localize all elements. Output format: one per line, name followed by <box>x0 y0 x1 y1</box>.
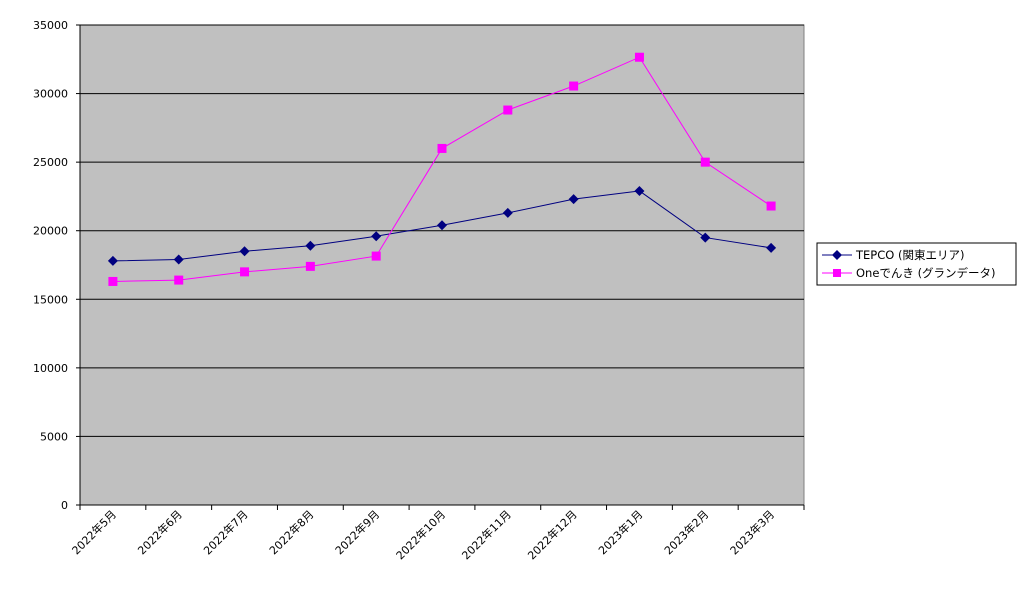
legend-label-tepco: TEPCO (関東エリア) <box>855 248 964 262</box>
data-point-diamond <box>305 240 316 251</box>
y-tick-label: 35000 <box>33 19 68 32</box>
y-tick-label: 25000 <box>33 156 68 169</box>
data-point-diamond <box>502 207 513 218</box>
x-tick-label: 2022年9月 <box>332 507 382 557</box>
x-tick-label: 2022年12月 <box>525 507 580 562</box>
x-tick-label: 2023年2月 <box>661 507 711 557</box>
x-tick-label: 2022年10月 <box>393 507 448 562</box>
legend-label-one: Oneでんき (グランデータ) <box>856 266 996 280</box>
data-point-diamond <box>371 231 382 242</box>
data-point-diamond <box>766 242 777 253</box>
data-point-square <box>305 261 315 271</box>
data-point-square <box>700 157 710 167</box>
data-point-square <box>766 201 776 211</box>
x-tick-label: 2023年3月 <box>727 507 777 557</box>
x-tick-label: 2022年5月 <box>69 507 119 557</box>
data-point-square <box>503 105 513 115</box>
legend-box <box>816 242 1017 286</box>
data-point-square <box>634 52 644 62</box>
data-point-diamond <box>239 246 250 257</box>
data-point-diamond <box>107 255 118 266</box>
data-point-square <box>174 275 184 285</box>
plot-area <box>79 24 805 506</box>
legend: TEPCO (関東エリア) Oneでんき (グランデータ) <box>816 242 1017 286</box>
y-tick-label: 10000 <box>33 362 68 375</box>
data-point-square <box>437 143 447 153</box>
data-point-diamond <box>173 254 184 265</box>
y-tick-label: 15000 <box>33 293 68 306</box>
data-point-square <box>240 267 250 277</box>
y-tick-label: 5000 <box>40 430 68 443</box>
legend-marker-square-icon <box>833 269 841 277</box>
x-tick-label: 2022年6月 <box>135 507 185 557</box>
x-tick-label: 2022年11月 <box>459 507 514 562</box>
data-point-square <box>569 81 579 91</box>
data-point-diamond <box>568 194 579 205</box>
legend-marker-diamond-icon <box>832 250 842 260</box>
data-point-diamond <box>700 232 711 243</box>
data-point-diamond <box>634 185 645 196</box>
data-point-square <box>108 276 118 286</box>
y-tick-label: 20000 <box>33 225 68 238</box>
x-tick-label: 2022年7月 <box>200 507 250 557</box>
data-point-diamond <box>437 220 447 231</box>
y-tick-label: 30000 <box>33 88 68 101</box>
x-tick-label: 2022年8月 <box>266 507 316 557</box>
y-tick-label: 0 <box>61 499 68 512</box>
x-tick-label: 2023年1月 <box>595 507 645 557</box>
data-point-square <box>371 251 381 261</box>
